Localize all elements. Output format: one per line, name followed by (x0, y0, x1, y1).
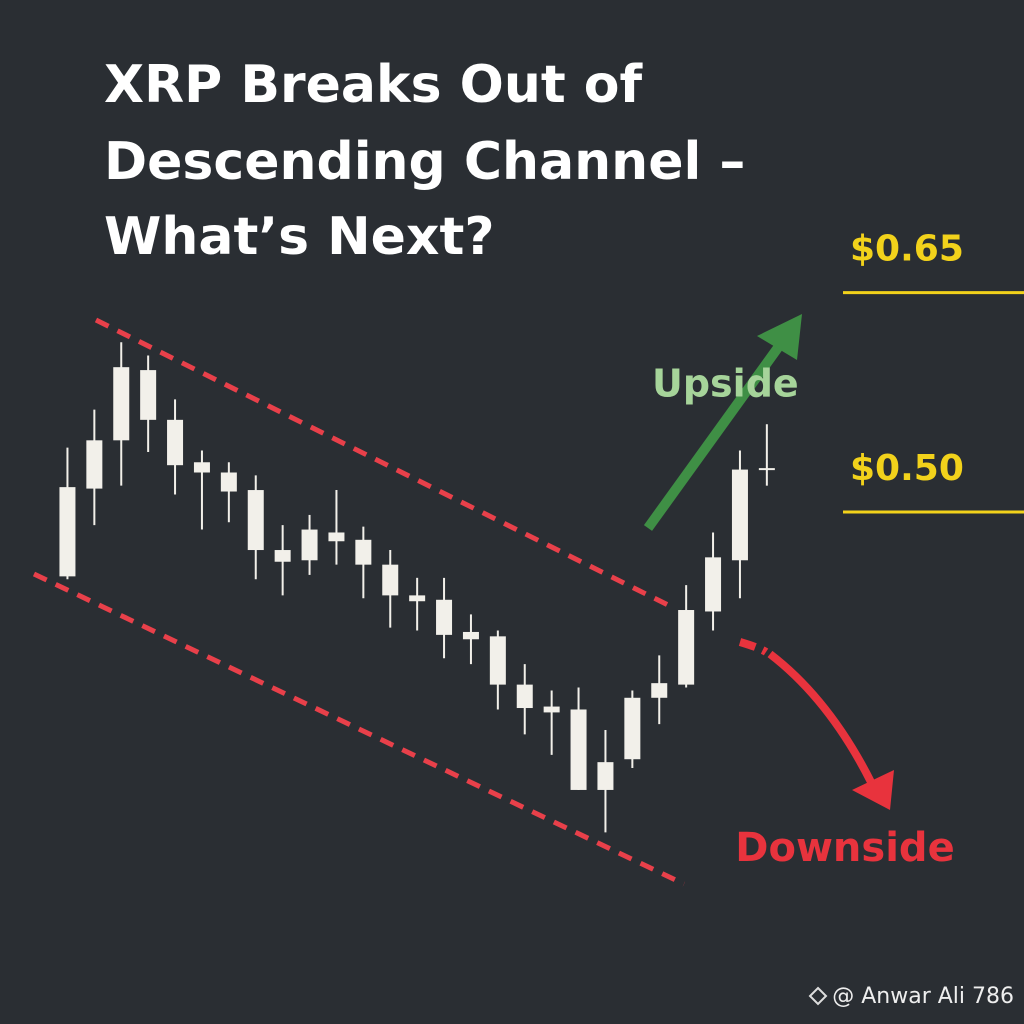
candle-body (543, 706, 560, 713)
chart-title: XRP Breaks Out of (104, 55, 644, 115)
candle-body (597, 762, 614, 790)
candle-body (113, 367, 130, 441)
candle-body (705, 557, 722, 612)
downside-label: Downside (735, 825, 954, 871)
credit-text: @ Anwar Ali 786 (832, 984, 1014, 1009)
candle-body (193, 462, 210, 473)
upside-label: Upside (652, 362, 799, 406)
reference-label: $0.50 (850, 448, 964, 489)
channel-upper (94, 317, 670, 608)
candle-body (624, 697, 641, 760)
candle-body (220, 472, 237, 492)
candle-body (758, 468, 775, 471)
candle-body (651, 683, 668, 698)
candle-body (731, 469, 748, 561)
candle-body (355, 539, 372, 565)
candle-body (167, 419, 184, 466)
chart-title: Descending Channel – (104, 132, 745, 192)
candle-body (140, 370, 157, 420)
channel-lower (32, 571, 686, 887)
candle-body (59, 487, 76, 577)
chart-title: What’s Next? (104, 207, 494, 267)
candle-body (409, 595, 426, 602)
candle-body (86, 440, 103, 489)
credit: @ Anwar Ali 786 (808, 984, 1014, 1009)
downside-arrow (738, 638, 894, 810)
upside-arrow (643, 314, 802, 531)
candle-body (436, 599, 453, 635)
candle-body (462, 631, 479, 640)
candle-body (328, 532, 345, 542)
candle-body (516, 684, 533, 709)
candle-body (489, 636, 506, 685)
candle-body (301, 529, 318, 561)
candle-body (247, 490, 264, 551)
candle-body (274, 550, 291, 562)
candle-body (570, 709, 587, 790)
reference-label: $0.65 (850, 229, 964, 270)
candle-body (678, 610, 695, 685)
candle-body (382, 564, 399, 596)
